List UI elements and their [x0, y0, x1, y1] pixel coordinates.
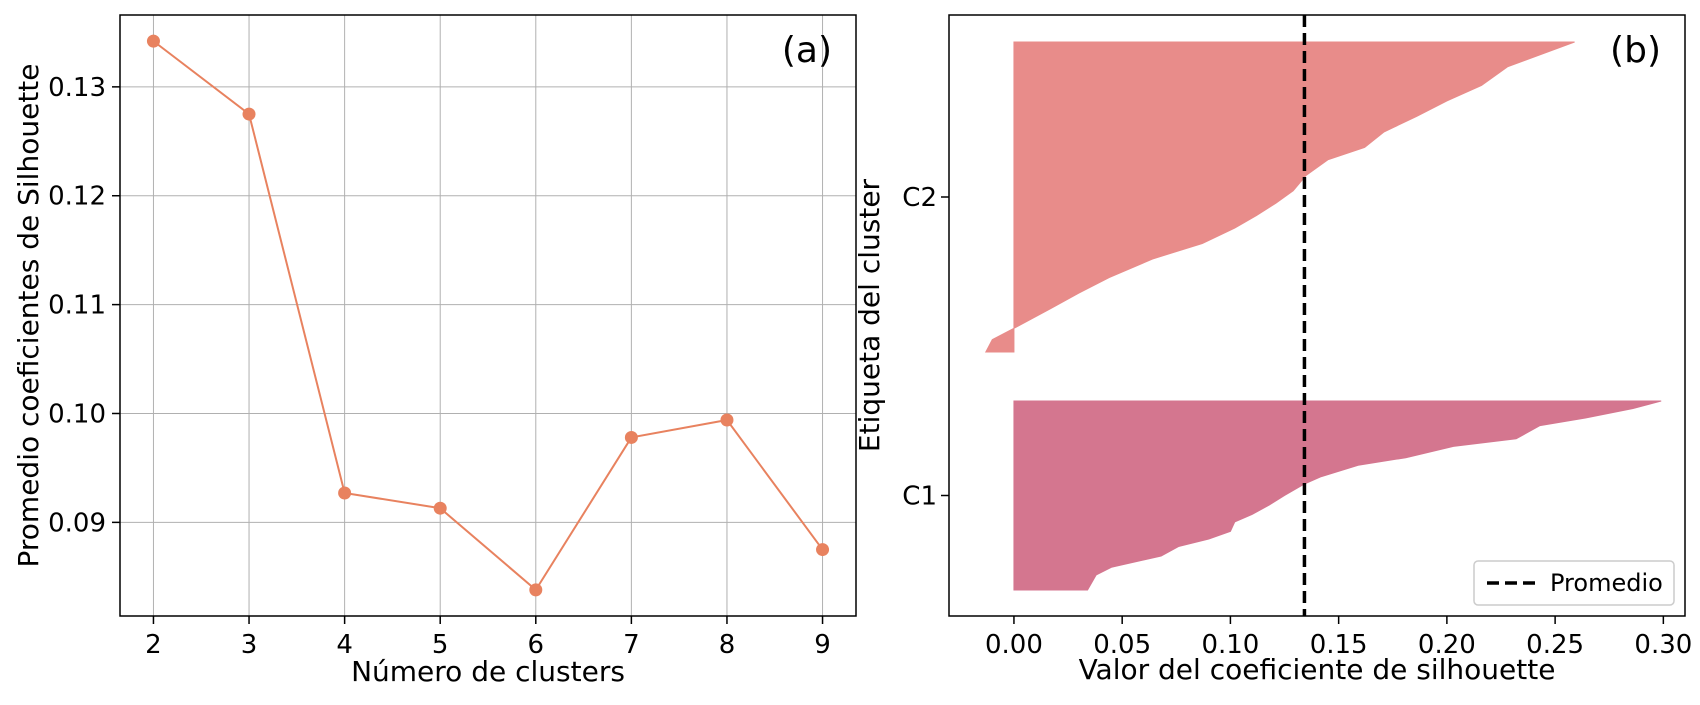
silhouette-average-line [152, 40, 824, 592]
legend-label: Promedio [1550, 569, 1663, 597]
panel-a-series [146, 34, 830, 597]
x-tick-label: 2 [145, 630, 162, 660]
x-tick-label: 0.00 [985, 630, 1043, 660]
panel-b-label: (b) [1610, 30, 1661, 71]
y-tick-label: C2 [902, 183, 937, 213]
panel-b-plot-frame [948, 14, 1686, 617]
data-point [338, 486, 352, 500]
data-point [146, 34, 160, 48]
panel-b-silhouette-plot: 0.00 0.05 0.10 0.15 0.20 0.25 0.30 C1 C2 Valor d… [853, 14, 1692, 686]
y-tick-label: 0.12 [48, 182, 106, 212]
data-point [529, 583, 543, 597]
panel-b-x-axis-label: Valor del coeficiente de silhouette [1079, 653, 1556, 686]
x-tick-label: 0.15 [1310, 630, 1368, 660]
x-tick-label: 4 [336, 630, 353, 660]
y-tick-label: 0.10 [48, 399, 106, 429]
x-tick-label: 5 [432, 630, 449, 660]
panel-b-y-axis-label: Etiqueta del cluster [853, 178, 886, 452]
x-tick-label: 0.25 [1526, 630, 1584, 660]
panel-a-label: (a) [782, 30, 832, 71]
x-tick-label: 0.20 [1418, 630, 1476, 660]
data-point [816, 543, 830, 557]
y-tick-label: 0.11 [48, 291, 106, 321]
x-tick-label: 0.10 [1201, 630, 1259, 660]
panel-b-legend: Promedio [1473, 560, 1675, 606]
cluster-c2-area [984, 41, 1575, 353]
panel-b-ticks: 0.00 0.05 0.10 0.15 0.20 0.25 0.30 C1 C2 [902, 183, 1692, 660]
panel-a-plot-frame [119, 14, 857, 617]
x-tick-label: 6 [528, 630, 545, 660]
data-point [433, 501, 447, 515]
data-point [242, 107, 256, 121]
panel-a-ticks: 2 3 4 5 6 7 8 9 0.09 0.10 0.11 0.12 0.13 [48, 73, 831, 660]
panel-a-silhouette-average-chart: 2 3 4 5 6 7 8 9 0.09 0.10 0.11 0.12 0.13 Número de c… [12, 14, 857, 688]
x-tick-label: 8 [719, 630, 736, 660]
panel-a-grid [120, 15, 856, 616]
legend-box [1473, 560, 1675, 606]
x-tick-label: 9 [814, 630, 831, 660]
x-tick-label: 0.30 [1634, 630, 1692, 660]
panel-a-y-axis-label: Promedio coeficientes de Silhouette [12, 64, 45, 568]
x-tick-label: 0.05 [1093, 630, 1151, 660]
y-tick-label: C1 [902, 482, 937, 512]
y-tick-label: 0.09 [48, 508, 106, 538]
cluster-c1-area [1013, 400, 1662, 591]
y-tick-label: 0.13 [48, 73, 106, 103]
panel-a-x-axis-label: Número de clusters [351, 655, 625, 688]
data-point [720, 413, 734, 427]
panel-b-cluster-areas [984, 41, 1662, 591]
x-tick-label: 7 [623, 630, 640, 660]
x-tick-label: 3 [241, 630, 258, 660]
data-point [624, 430, 638, 444]
